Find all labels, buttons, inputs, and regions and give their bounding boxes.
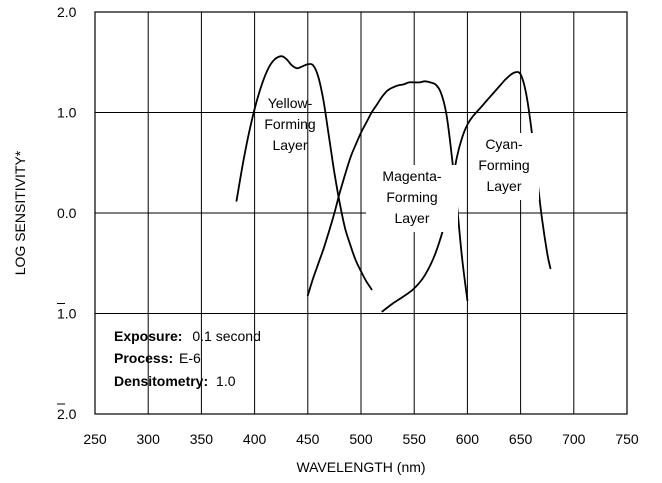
annotation-exposure-label: Exposure: (114, 328, 182, 344)
curve-label-line-magenta-2: Layer (394, 210, 429, 226)
curve-label-line-cyan-0: Cyan- (485, 136, 523, 152)
y-tick-label-neg1: 1.0 (57, 306, 77, 322)
annotation-process-label: Process: (114, 350, 173, 366)
x-tick-label-700: 700 (562, 431, 586, 447)
x-tick-label-450: 450 (296, 431, 320, 447)
x-tick-label-500: 500 (349, 431, 373, 447)
x-tick-label-650: 650 (509, 431, 533, 447)
process-annotation: Exposure: 0.1 second Process: E-6 Densit… (114, 328, 261, 389)
curve-label-line-cyan-1: Forming (478, 157, 529, 173)
x-tick-label-250: 250 (83, 431, 107, 447)
curve-label-line-magenta-1: Forming (386, 189, 437, 205)
curve-label-line-cyan-2: Layer (486, 178, 521, 194)
x-tick-label-750: 750 (615, 431, 639, 447)
annotation-process-value: E-6 (179, 350, 201, 366)
annotation-densitometry-label: Densitometry: (114, 373, 208, 389)
x-axis-title: WAVELENGTH (nm) (296, 459, 425, 475)
y-tick-label-neg2: 2.0 (57, 406, 77, 422)
annotation-exposure-value: 0.1 second (192, 328, 261, 344)
y-axis-title: LOG SENSITIVITY* (12, 150, 28, 275)
x-tick-label-550: 550 (403, 431, 427, 447)
curve-labels: Yellow-FormingLayerMagenta-FormingLayerC… (264, 95, 539, 232)
x-tick-label-350: 350 (190, 431, 214, 447)
curve-label-line-magenta-0: Magenta- (382, 168, 441, 184)
y-tick-label-1: 1.0 (57, 105, 77, 121)
annotation-exposure: Exposure: 0.1 second (114, 328, 261, 344)
y-tick-label-0: 0.0 (57, 205, 77, 221)
annotation-densitometry: Densitometry: 1.0 (114, 373, 236, 389)
series-line-yellow (237, 56, 372, 289)
curve-label-cyan: Cyan- Forming Layer (469, 133, 539, 200)
curve-label-magenta: Magenta- Forming Layer (366, 165, 458, 232)
x-tick-label-600: 600 (456, 431, 480, 447)
annotation-process: Process: E-6 (114, 350, 201, 366)
x-tick-label-400: 400 (243, 431, 267, 447)
curve-label-line-yellow-1: Forming (264, 116, 315, 132)
curve-label-line-yellow-2: Layer (272, 137, 307, 153)
curve-label-line-yellow-0: Yellow- (268, 95, 313, 111)
annotation-densitometry-value: 1.0 (216, 373, 236, 389)
y-tick-label-2: 2.0 (57, 4, 77, 20)
x-tick-label-300: 300 (137, 431, 161, 447)
